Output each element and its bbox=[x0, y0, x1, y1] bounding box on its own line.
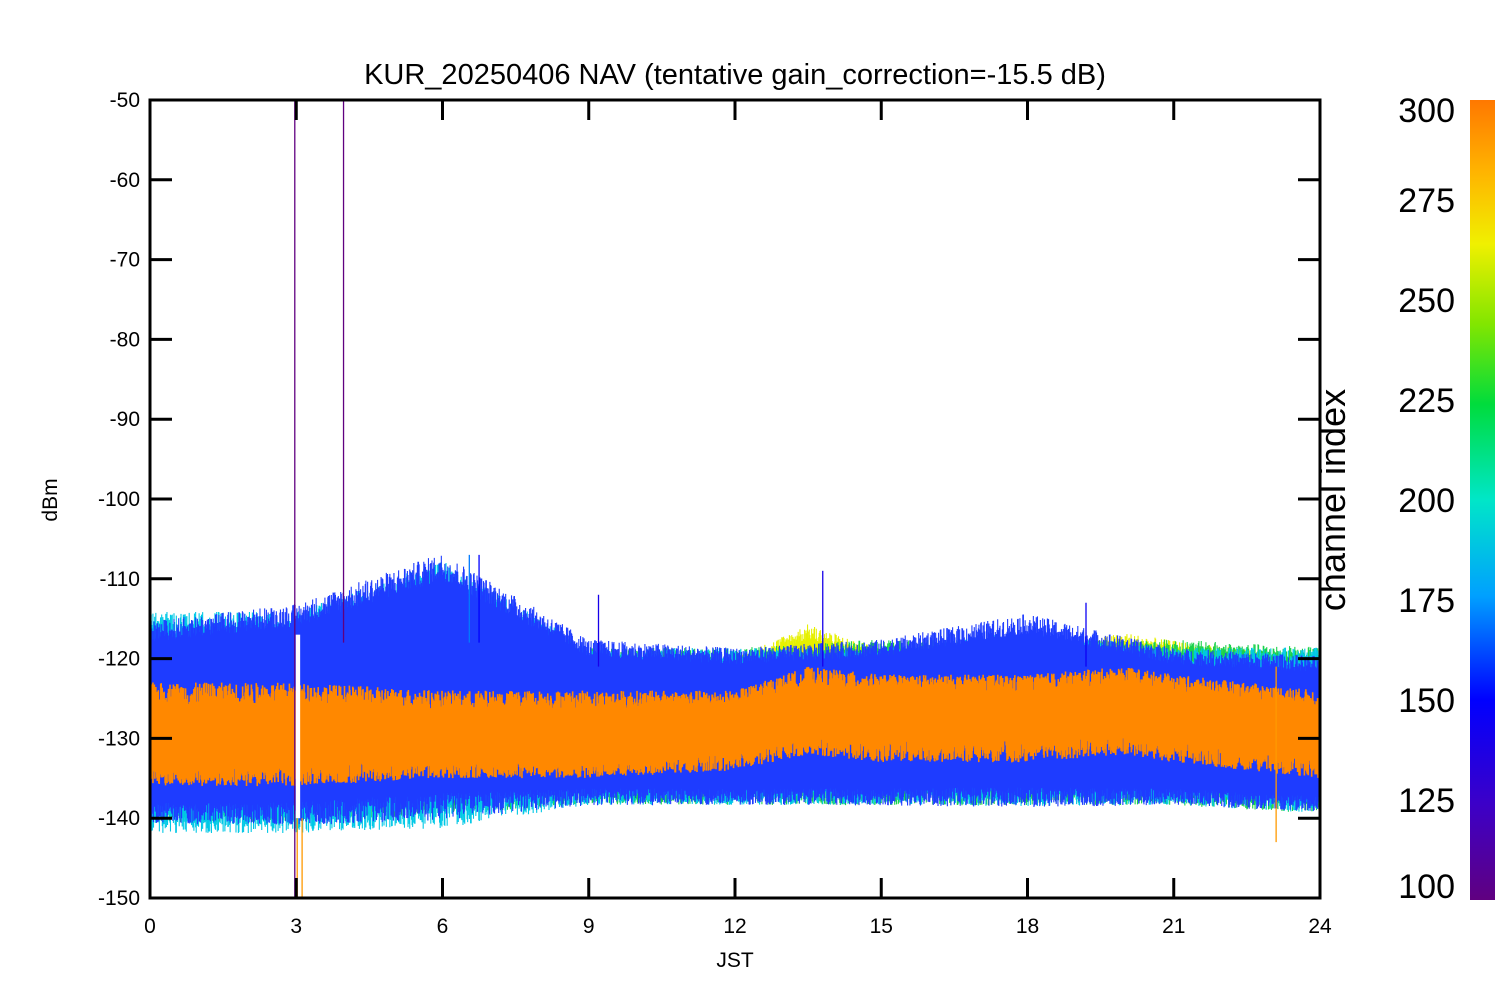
colorbar-label: channel index bbox=[1312, 389, 1353, 611]
colorbar: 300 275 250 225 200 175 150 125 100 bbox=[1398, 92, 1495, 906]
colorbar-tick-label-8: 100 bbox=[1398, 868, 1455, 906]
y-tick-label-9: -140 bbox=[98, 807, 140, 830]
colorbar-tick-label-6: 150 bbox=[1398, 682, 1455, 720]
y-tick-label-7: -120 bbox=[98, 648, 140, 671]
y-tick-label-4: -90 bbox=[110, 408, 140, 431]
x-tick-label-2: 6 bbox=[437, 915, 449, 938]
colorbar-tick-label-2: 250 bbox=[1398, 282, 1455, 320]
y-tick-label-0: -50 bbox=[110, 89, 140, 112]
y-tick-label-2: -70 bbox=[110, 249, 140, 272]
y-tick-label-3: -80 bbox=[110, 328, 140, 351]
colorbar-tick-label-5: 175 bbox=[1398, 582, 1455, 620]
plot-area bbox=[150, 100, 1320, 898]
x-tick-label-6: 18 bbox=[1016, 915, 1039, 938]
colorbar-gradient bbox=[1470, 100, 1495, 900]
y-tick-label-5: -100 bbox=[98, 488, 140, 511]
x-tick-label-7: 21 bbox=[1162, 915, 1185, 938]
colorbar-tick-label-3: 225 bbox=[1398, 382, 1455, 420]
chart-title: KUR_20250406 NAV (tentative gain_correct… bbox=[364, 59, 1106, 91]
x-tick-label-5: 15 bbox=[870, 915, 893, 938]
x-axis-label: JST bbox=[716, 949, 754, 972]
data-gap bbox=[295, 634, 301, 819]
y-tick-label-8: -130 bbox=[98, 727, 140, 750]
x-tick-label-8: 24 bbox=[1308, 915, 1332, 938]
series-core bbox=[150, 666, 1320, 787]
y-tick-label-10: -150 bbox=[98, 887, 140, 910]
y-axis-label: dBm bbox=[39, 478, 62, 521]
colorbar-tick-label-7: 125 bbox=[1398, 782, 1455, 820]
axes: 0 3 6 9 12 15 18 21 24 -50 -60 -70 -80 -90 -100 -110 -12… bbox=[98, 89, 1332, 938]
x-tick-label-0: 0 bbox=[144, 915, 156, 938]
colorbar-tick-label-1: 275 bbox=[1398, 182, 1455, 220]
colorbar-tick-label-4: 200 bbox=[1398, 482, 1455, 520]
colorbar-tick-label-0: 300 bbox=[1398, 92, 1455, 130]
x-tick-label-4: 12 bbox=[723, 915, 746, 938]
y-tick-label-1: -60 bbox=[110, 169, 140, 192]
x-tick-label-1: 3 bbox=[290, 915, 302, 938]
x-tick-label-3: 9 bbox=[583, 915, 595, 938]
y-tick-label-6: -110 bbox=[100, 568, 140, 591]
